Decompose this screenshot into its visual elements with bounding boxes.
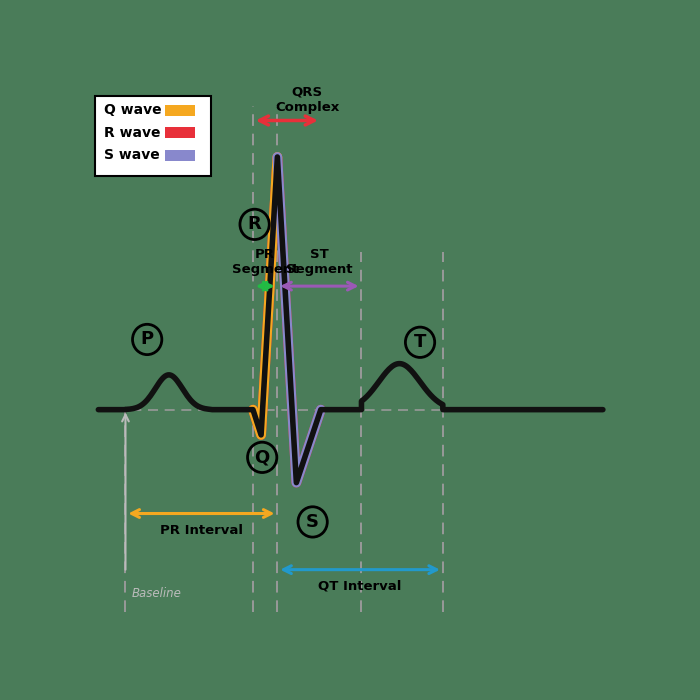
Text: Baseline: Baseline [132, 587, 182, 599]
Text: T: T [414, 333, 426, 351]
FancyBboxPatch shape [95, 96, 211, 176]
Text: P: P [141, 330, 154, 349]
Text: S: S [306, 513, 319, 531]
Text: S wave: S wave [104, 148, 160, 162]
Text: Q: Q [255, 449, 270, 466]
Bar [165, 127, 195, 139]
Text: PR Interval: PR Interval [160, 524, 243, 537]
Bar [165, 105, 195, 116]
Bar [165, 150, 195, 161]
Text: R: R [248, 216, 262, 233]
Text: ST
Segment: ST Segment [286, 248, 353, 276]
Text: QRS
Complex: QRS Complex [275, 86, 340, 114]
Text: R wave: R wave [104, 126, 160, 140]
Text: PR
Segment: PR Segment [232, 248, 298, 276]
Text: QT Interval: QT Interval [318, 580, 402, 593]
Text: Q wave: Q wave [104, 104, 162, 118]
